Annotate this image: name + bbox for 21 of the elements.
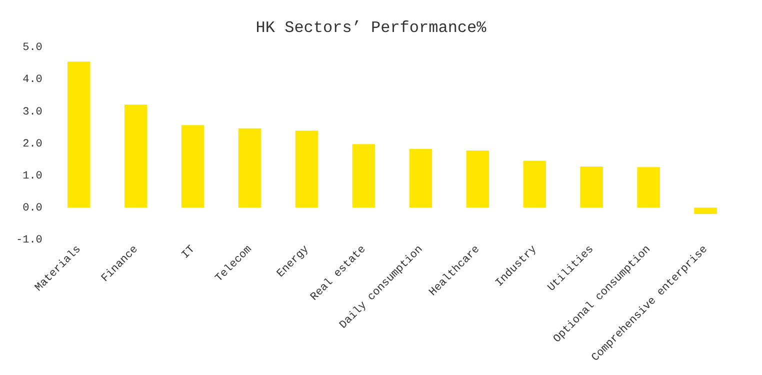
chart-title: HK Sectors’ Performance%	[256, 18, 487, 37]
bar	[694, 208, 717, 214]
y-tick-label: 5.0	[22, 42, 42, 54]
y-tick-label: -1.0	[16, 234, 42, 247]
y-tick-label: 1.0	[22, 170, 42, 182]
y-tick-label: 3.0	[22, 106, 42, 118]
bar	[580, 166, 603, 208]
bar	[238, 128, 262, 208]
y-tick-label: 0.0	[22, 202, 42, 214]
x-tick-label: IT	[180, 243, 198, 262]
bar	[295, 130, 318, 208]
bar	[523, 160, 546, 208]
y-tick-label: 4.0	[22, 74, 42, 86]
bar	[637, 167, 660, 208]
bar	[466, 150, 490, 208]
bar	[67, 62, 90, 208]
bar	[124, 104, 148, 208]
bar	[181, 125, 204, 208]
bar	[409, 148, 432, 208]
bar	[352, 144, 376, 208]
y-tick-label: 2.0	[22, 138, 42, 150]
